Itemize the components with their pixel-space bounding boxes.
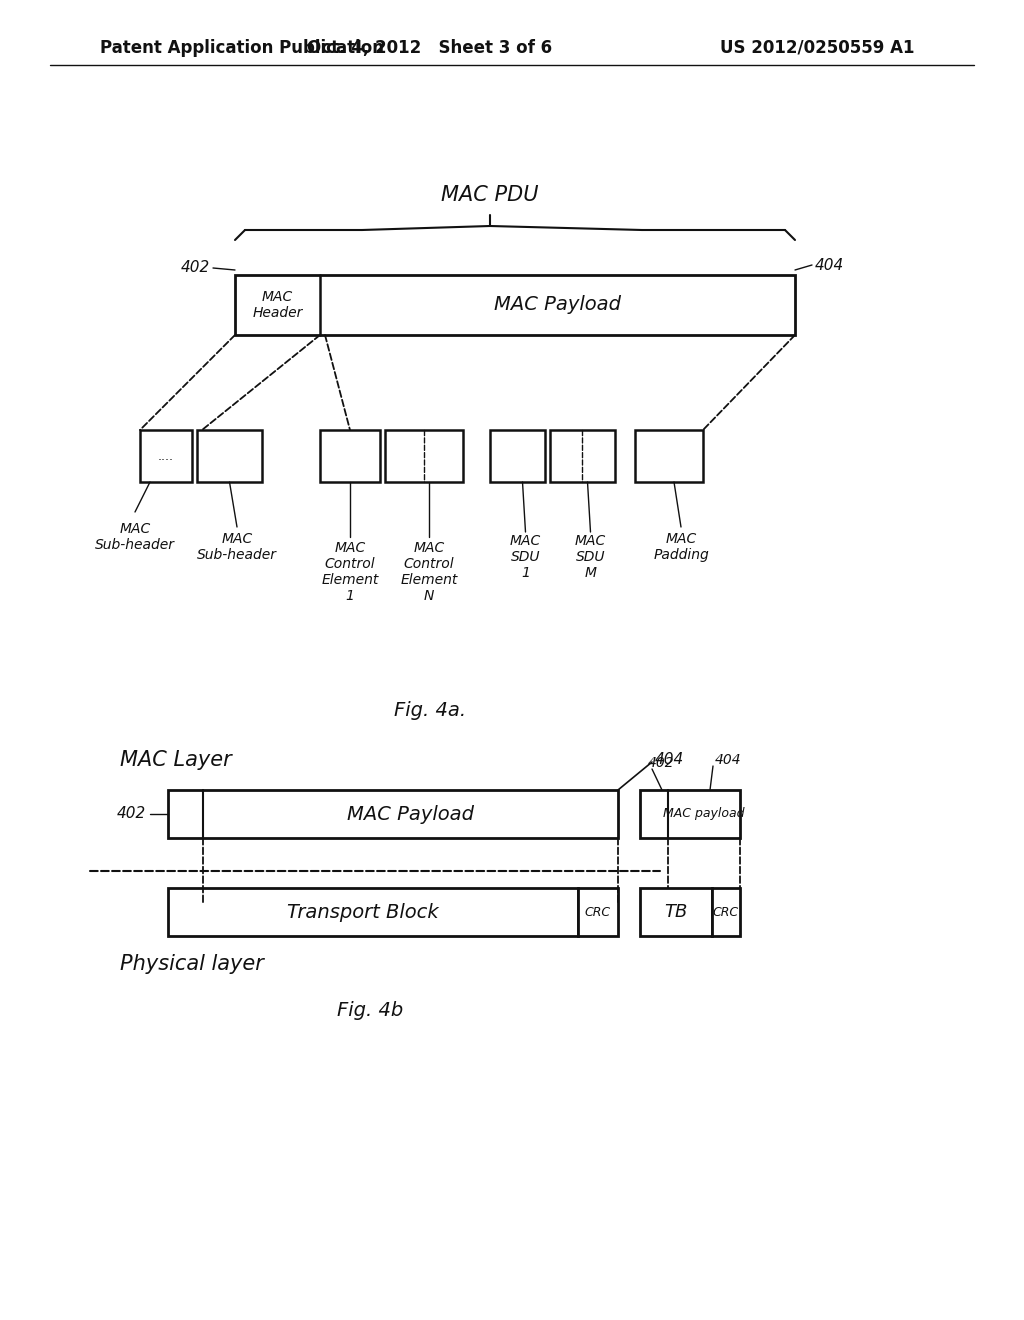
- Text: 404: 404: [715, 752, 741, 767]
- Text: MAC payload: MAC payload: [664, 808, 744, 821]
- Text: CRC: CRC: [713, 906, 739, 919]
- Text: 402: 402: [181, 260, 210, 276]
- Text: ....: ....: [158, 450, 174, 462]
- Text: 404: 404: [655, 752, 684, 767]
- Bar: [385, 430, 463, 482]
- Text: MAC
SDU
M: MAC SDU M: [574, 533, 606, 581]
- Text: 404: 404: [815, 257, 844, 272]
- Text: MAC
Sub-header: MAC Sub-header: [95, 521, 175, 552]
- Text: MAC Payload: MAC Payload: [347, 804, 474, 824]
- Bar: [234, 275, 795, 335]
- Text: Patent Application Publication: Patent Application Publication: [100, 40, 384, 57]
- Bar: [140, 430, 193, 482]
- Text: TB: TB: [665, 903, 688, 921]
- Bar: [490, 430, 545, 482]
- Text: Oct. 4, 2012   Sheet 3 of 6: Oct. 4, 2012 Sheet 3 of 6: [307, 40, 553, 57]
- Bar: [319, 430, 380, 482]
- Text: US 2012/0250559 A1: US 2012/0250559 A1: [720, 40, 914, 57]
- Text: MAC
Padding: MAC Padding: [653, 532, 709, 562]
- Bar: [712, 888, 740, 936]
- Text: MAC Payload: MAC Payload: [494, 296, 621, 314]
- Bar: [550, 430, 615, 482]
- Text: CRC: CRC: [585, 906, 611, 919]
- Text: Fig. 4b: Fig. 4b: [337, 1001, 403, 1019]
- Text: Fig. 4a.: Fig. 4a.: [394, 701, 466, 719]
- Bar: [635, 430, 703, 482]
- Text: 402: 402: [117, 807, 146, 821]
- Text: MAC
Sub-header: MAC Sub-header: [197, 532, 278, 562]
- Text: MAC PDU: MAC PDU: [441, 185, 539, 205]
- Text: Physical layer: Physical layer: [120, 954, 264, 974]
- Bar: [197, 430, 262, 482]
- Text: MAC
Header: MAC Header: [252, 290, 303, 321]
- Text: MAC
Control
Element
1: MAC Control Element 1: [322, 541, 379, 603]
- Bar: [640, 789, 740, 838]
- Text: MAC Layer: MAC Layer: [120, 750, 231, 770]
- Text: MAC
SDU
1: MAC SDU 1: [510, 533, 541, 581]
- Text: MAC
Control
Element
N: MAC Control Element N: [400, 541, 458, 603]
- Bar: [640, 888, 712, 936]
- Bar: [168, 789, 618, 838]
- Bar: [168, 888, 578, 936]
- Bar: [578, 888, 618, 936]
- Text: 402: 402: [648, 756, 675, 770]
- Text: Transport Block: Transport Block: [287, 903, 439, 921]
